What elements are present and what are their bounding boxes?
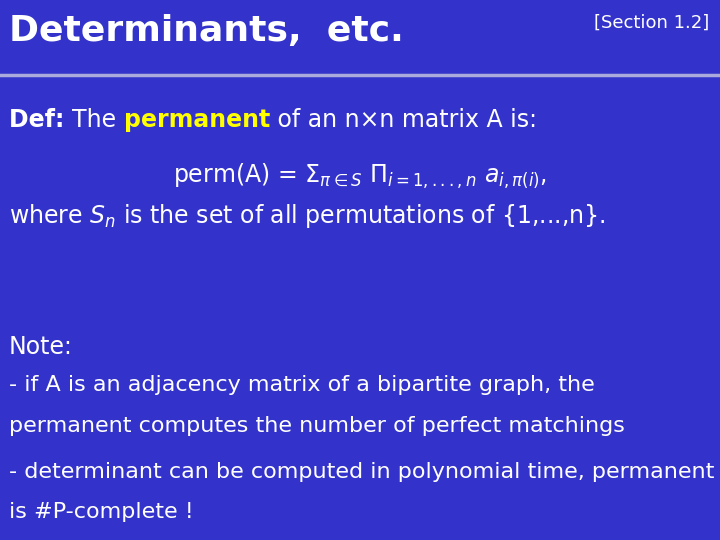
Text: Determinants,  etc.: Determinants, etc. xyxy=(9,14,403,48)
Text: [Section 1.2]: [Section 1.2] xyxy=(594,14,709,31)
Text: where $S_n$ is the set of all permutations of {1,...,n}.: where $S_n$ is the set of all permutatio… xyxy=(9,202,606,231)
Text: The: The xyxy=(72,108,124,132)
Text: Def:: Def: xyxy=(9,108,72,132)
Text: Note:: Note: xyxy=(9,335,73,359)
Text: permanent computes the number of perfect matchings: permanent computes the number of perfect… xyxy=(9,416,624,436)
Text: perm(A) = $\Sigma_{\pi\in S}\ \Pi_{i=1,...,n}\ a_{i,\pi(i)},$: perm(A) = $\Sigma_{\pi\in S}\ \Pi_{i=1,.… xyxy=(173,162,547,191)
Text: - determinant can be computed in polynomial time, permanent: - determinant can be computed in polynom… xyxy=(9,462,714,482)
Text: - if A is an adjacency matrix of a bipartite graph, the: - if A is an adjacency matrix of a bipar… xyxy=(9,375,595,395)
Text: permanent: permanent xyxy=(124,108,270,132)
Text: is #P-complete !: is #P-complete ! xyxy=(9,502,194,522)
Text: of an n×n matrix A is:: of an n×n matrix A is: xyxy=(270,108,537,132)
